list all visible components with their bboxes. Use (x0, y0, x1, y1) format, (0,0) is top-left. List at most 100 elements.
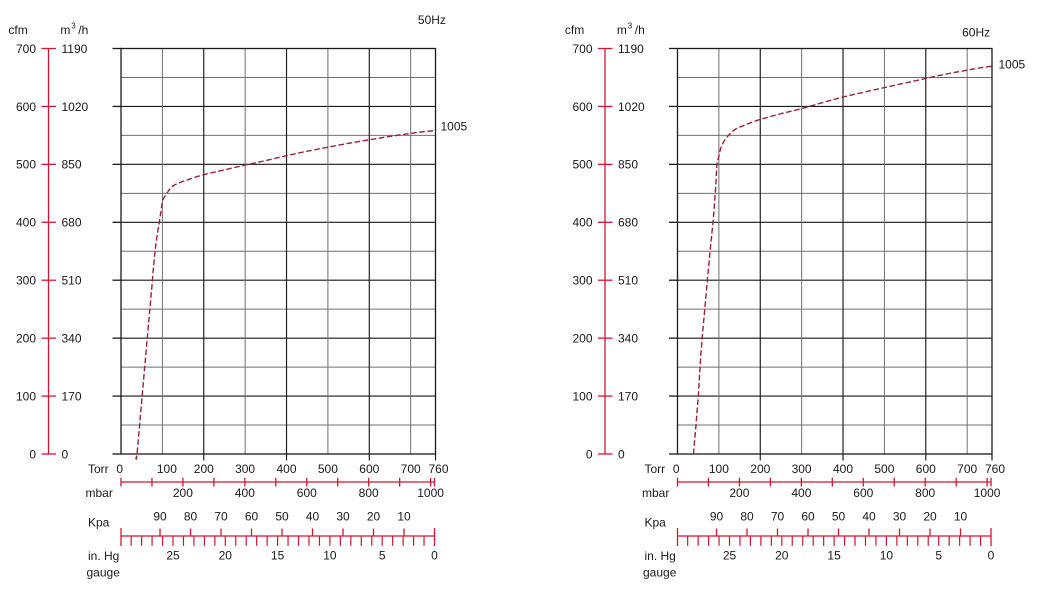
svg-text:1020: 1020 (618, 100, 645, 114)
svg-text:10: 10 (323, 549, 337, 563)
svg-text:mbar: mbar (642, 486, 669, 500)
svg-text:50: 50 (275, 509, 289, 523)
svg-text:0: 0 (988, 549, 995, 563)
svg-text:0: 0 (62, 447, 69, 461)
svg-text:400: 400 (276, 462, 296, 476)
svg-text:50Hz: 50Hz (418, 13, 446, 27)
svg-text:760: 760 (428, 462, 448, 476)
svg-text:850: 850 (618, 158, 638, 172)
svg-text:500: 500 (874, 462, 894, 476)
svg-text:600: 600 (16, 100, 36, 114)
svg-text:1020: 1020 (62, 100, 89, 114)
svg-text:90: 90 (710, 509, 724, 523)
svg-text:700: 700 (401, 462, 421, 476)
svg-text:3: 3 (71, 22, 76, 31)
svg-text:1190: 1190 (62, 42, 88, 56)
svg-text:1005: 1005 (999, 58, 1026, 72)
svg-text:3: 3 (628, 22, 633, 31)
svg-text:10: 10 (954, 509, 968, 523)
svg-text:gauge: gauge (87, 566, 121, 580)
svg-text:200: 200 (173, 486, 193, 500)
svg-text:20: 20 (219, 549, 233, 563)
svg-text:300: 300 (792, 462, 812, 476)
svg-text:500: 500 (318, 462, 338, 476)
svg-text:600: 600 (853, 486, 873, 500)
svg-text:800: 800 (915, 486, 935, 500)
svg-text:70: 70 (214, 509, 228, 523)
svg-text:m: m (60, 23, 70, 37)
svg-text:10: 10 (880, 549, 894, 563)
svg-text:20: 20 (923, 509, 937, 523)
svg-text:cfm: cfm (8, 23, 27, 37)
svg-text:0: 0 (618, 447, 625, 461)
svg-text:Kpa: Kpa (88, 516, 110, 530)
svg-text:600: 600 (916, 462, 936, 476)
svg-text:0: 0 (431, 549, 438, 563)
svg-text:100: 100 (572, 389, 592, 403)
svg-text:0: 0 (586, 447, 593, 461)
svg-text:340: 340 (62, 332, 82, 346)
svg-text:800: 800 (359, 486, 379, 500)
svg-text:30: 30 (893, 509, 907, 523)
svg-text:40: 40 (862, 509, 876, 523)
svg-text:680: 680 (62, 216, 82, 230)
svg-text:20: 20 (775, 549, 789, 563)
svg-text:0: 0 (673, 462, 680, 476)
svg-text:100: 100 (16, 389, 36, 403)
svg-text:510: 510 (618, 274, 638, 288)
svg-text:Kpa: Kpa (645, 516, 667, 530)
svg-text:in. Hg: in. Hg (645, 549, 676, 563)
svg-text:60: 60 (801, 509, 815, 523)
svg-text:70: 70 (771, 509, 785, 523)
svg-text:15: 15 (827, 549, 841, 563)
svg-text:m: m (617, 23, 627, 37)
svg-text:1000: 1000 (417, 486, 444, 500)
svg-text:600: 600 (572, 100, 592, 114)
svg-text:25: 25 (723, 549, 737, 563)
svg-text:0: 0 (116, 462, 123, 476)
svg-text:170: 170 (618, 389, 638, 403)
svg-text:20: 20 (367, 509, 381, 523)
svg-text:90: 90 (153, 509, 167, 523)
svg-text:gauge: gauge (643, 566, 677, 580)
svg-text:30: 30 (336, 509, 350, 523)
svg-text:600: 600 (359, 462, 379, 476)
svg-text:40: 40 (306, 509, 320, 523)
svg-text:/h: /h (78, 23, 88, 37)
svg-text:850: 850 (62, 158, 82, 172)
svg-text:60Hz: 60Hz (962, 26, 990, 40)
svg-text:340: 340 (618, 332, 638, 346)
svg-text:700: 700 (16, 42, 36, 56)
svg-text:700: 700 (572, 42, 592, 56)
svg-text:200: 200 (572, 332, 592, 346)
svg-text:500: 500 (572, 158, 592, 172)
svg-text:200: 200 (16, 332, 36, 346)
svg-text:Torr: Torr (645, 462, 666, 476)
svg-text:1005: 1005 (441, 120, 468, 134)
svg-text:300: 300 (572, 274, 592, 288)
svg-text:5: 5 (935, 549, 942, 563)
svg-text:400: 400 (235, 486, 255, 500)
svg-text:100: 100 (709, 462, 729, 476)
svg-text:15: 15 (271, 549, 285, 563)
svg-text:400: 400 (791, 486, 811, 500)
svg-text:80: 80 (184, 509, 198, 523)
svg-text:25: 25 (166, 549, 180, 563)
svg-text:600: 600 (297, 486, 317, 500)
svg-text:/h: /h (635, 23, 645, 37)
svg-text:400: 400 (16, 216, 36, 230)
svg-text:400: 400 (833, 462, 853, 476)
svg-text:200: 200 (194, 462, 214, 476)
svg-text:100: 100 (157, 462, 177, 476)
svg-text:0: 0 (29, 447, 36, 461)
svg-text:Torr: Torr (88, 462, 109, 476)
svg-text:700: 700 (957, 462, 977, 476)
svg-text:60: 60 (245, 509, 259, 523)
svg-text:200: 200 (750, 462, 770, 476)
svg-text:170: 170 (62, 389, 82, 403)
svg-text:5: 5 (379, 549, 386, 563)
svg-text:680: 680 (618, 216, 638, 230)
svg-text:80: 80 (740, 509, 754, 523)
svg-text:760: 760 (985, 462, 1005, 476)
svg-text:300: 300 (235, 462, 255, 476)
